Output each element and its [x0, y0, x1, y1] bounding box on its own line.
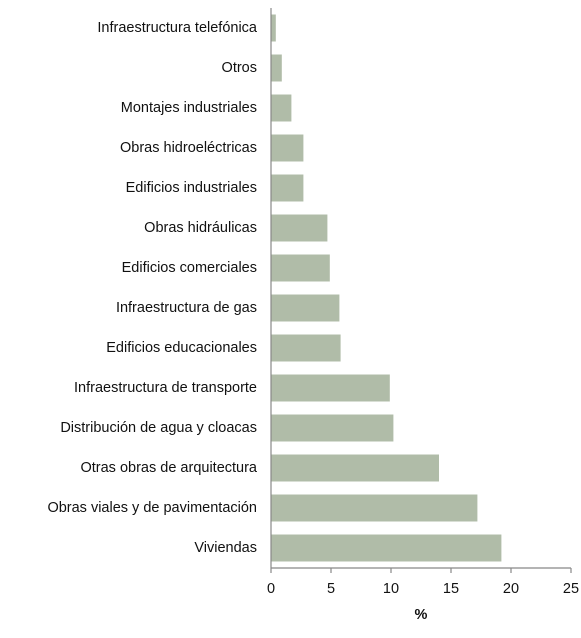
x-tick-label: 0 — [267, 581, 275, 597]
bar — [271, 294, 340, 322]
y-tick-label: Infraestructura telefónica — [97, 20, 258, 36]
x-tick-label: 25 — [563, 581, 579, 597]
y-tick-label: Obras hidráulicas — [144, 220, 257, 236]
y-tick-label: Montajes industriales — [121, 100, 257, 116]
x-tick-label: 15 — [443, 581, 459, 597]
y-tick-label: Edificios comerciales — [122, 260, 257, 276]
x-tick-label: 10 — [383, 581, 399, 597]
y-tick-label: Viviendas — [194, 540, 257, 556]
x-tick-label: 5 — [327, 581, 335, 597]
bar — [271, 214, 328, 242]
bar — [271, 374, 390, 402]
y-tick-label: Infraestructura de transporte — [74, 380, 257, 396]
y-tick-label: Otras obras de arquitectura — [80, 460, 257, 476]
x-axis-label: % — [415, 607, 428, 623]
bar — [271, 494, 478, 522]
bar — [271, 14, 276, 42]
bar — [271, 94, 292, 122]
y-tick-label: Obras hidroeléctricas — [120, 140, 257, 156]
y-tick-label: Infraestructura de gas — [116, 300, 257, 316]
bar — [271, 254, 330, 282]
y-tick-label: Edificios industriales — [126, 180, 257, 196]
bar — [271, 334, 341, 362]
y-tick-label: Obras viales y de pavimentación — [47, 500, 257, 516]
y-tick-label: Distribución de agua y cloacas — [60, 420, 257, 436]
bar — [271, 54, 282, 82]
bar — [271, 534, 502, 562]
bar — [271, 174, 304, 202]
bar — [271, 134, 304, 162]
y-tick-label: Otros — [222, 60, 257, 76]
bar — [271, 454, 439, 482]
bar — [271, 414, 394, 442]
x-tick-label: 20 — [503, 581, 519, 597]
y-tick-label: Edificios educacionales — [106, 340, 257, 356]
